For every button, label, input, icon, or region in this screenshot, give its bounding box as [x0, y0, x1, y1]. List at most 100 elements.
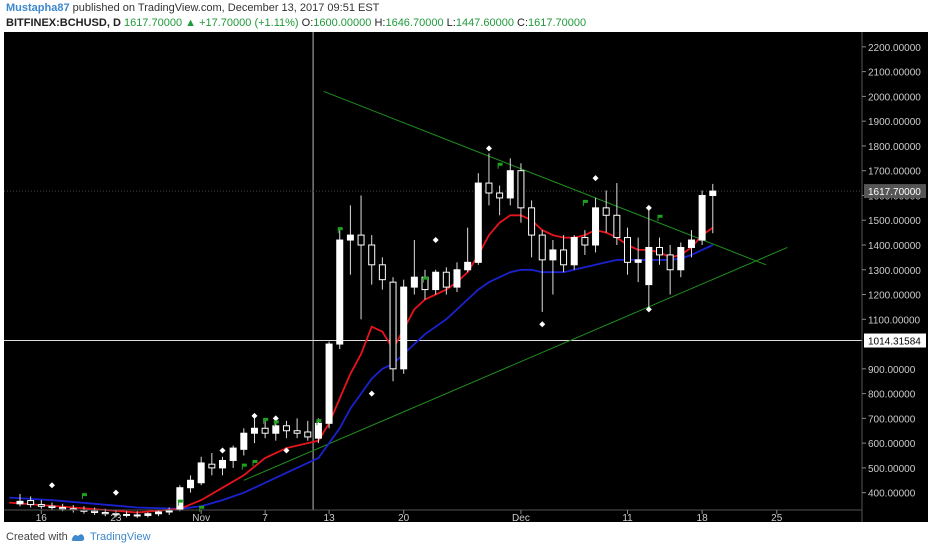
author-link[interactable]: Mustapha87 [6, 2, 70, 14]
price-tick-label: 1200.00000 [868, 291, 921, 302]
candle-body [645, 246, 653, 286]
price-tick-label: 1500.00000 [868, 216, 921, 227]
candle-body [240, 432, 248, 450]
candle-body [592, 207, 600, 246]
signal-flag [273, 420, 279, 427]
signal-flag [582, 199, 588, 206]
candle-body [560, 249, 568, 266]
price-tick-label: 500.00000 [868, 464, 916, 475]
candle-body [698, 194, 706, 241]
candle-body [549, 249, 557, 261]
candle-body [464, 261, 472, 271]
price-tick-label: 600.00000 [868, 439, 916, 450]
candle-body [378, 264, 386, 281]
price-chart[interactable]: 400.00000 500.00000 600.00000 700.00000 800.… [4, 32, 928, 522]
fractal-up-marker [272, 415, 279, 422]
time-tick-label: Dec [512, 513, 530, 522]
trendline [323, 90, 767, 266]
last-price: 1617.70000 [123, 17, 183, 29]
candle-body [197, 462, 205, 484]
candle-body [346, 234, 354, 241]
candle-body [602, 207, 610, 216]
candle-body [176, 487, 184, 511]
signal-flag [177, 499, 183, 506]
signal-flag [252, 459, 258, 466]
candle-body [293, 430, 301, 434]
candle-body [634, 259, 642, 263]
price-tick-label: 1300.00000 [868, 266, 921, 277]
created-with-text: Created with [6, 531, 68, 543]
candle-body [453, 269, 461, 288]
chart-background [4, 32, 928, 522]
fractal-up-marker [485, 145, 492, 152]
candle-body [101, 511, 109, 515]
candle-body [655, 246, 663, 256]
candle-body [59, 507, 67, 510]
price-tick-label: 2100.00000 [868, 68, 921, 79]
candle-body [218, 459, 226, 469]
published-text: published on TradingView.com, December 1… [72, 2, 380, 14]
candle-body [304, 431, 312, 438]
tradingview-link[interactable]: TradingView [90, 531, 151, 543]
grid [4, 32, 862, 510]
low-value: 1447.60000 [455, 17, 514, 29]
candle-body [155, 511, 163, 515]
high-label: H: [374, 17, 386, 29]
time-tick-label: 23 [110, 513, 122, 522]
tradingview-logo-icon [71, 534, 85, 541]
fractal-up-marker [48, 482, 55, 489]
time-tick-label: 20 [398, 513, 410, 522]
candle-body [27, 500, 35, 506]
fractal-down-marker [539, 321, 546, 328]
fractal-down-marker [645, 306, 652, 313]
price-tick-label: 1900.00000 [868, 117, 921, 128]
candle-body [282, 425, 290, 432]
candle-body [229, 447, 237, 461]
candle-body [677, 246, 685, 271]
candle-body [48, 505, 56, 509]
candle-body [325, 343, 333, 424]
candle-body [37, 504, 45, 507]
last-price-label: 1617.70000 [868, 187, 921, 198]
signal-flag [263, 417, 269, 424]
price-tick-label: 900.00000 [868, 365, 916, 376]
candle-body [517, 170, 525, 209]
low-label: L: [446, 17, 456, 29]
chart-header: Mustapha87 published on TradingView.com,… [0, 0, 932, 34]
candle-body [16, 500, 24, 505]
candle-body [368, 244, 376, 266]
candle-body [687, 239, 695, 248]
candle-body [474, 182, 482, 263]
fractal-up-marker [645, 204, 652, 211]
candle-body [357, 234, 365, 246]
candle-body [208, 463, 216, 469]
price-tick-label: 800.00000 [868, 390, 916, 401]
time-tick-label: 11 [622, 513, 633, 522]
signal-flag [337, 227, 343, 234]
candle-body [165, 509, 173, 513]
price-tick-label: 400.00000 [868, 489, 916, 500]
fractal-down-marker [283, 447, 290, 454]
fractal-down-marker [368, 390, 375, 397]
open-label: O: [301, 17, 314, 29]
price-tick-label: 700.00000 [868, 414, 916, 425]
candle-body [528, 207, 536, 236]
candle-body [496, 192, 504, 199]
up-triangle-icon: ▲ [185, 17, 197, 29]
candle-body [613, 214, 621, 239]
candle-body [410, 276, 418, 288]
fractal-up-marker [251, 412, 258, 419]
candle-body [570, 237, 578, 266]
time-tick-label: 25 [771, 513, 783, 522]
time-tick-label: 18 [697, 513, 709, 522]
candle-body [314, 422, 322, 439]
candle-body [187, 479, 195, 489]
close-label: C: [517, 17, 529, 29]
fractal-up-marker [219, 447, 226, 454]
price-tick-label: 1100.00000 [868, 315, 921, 326]
price-tick-label: 1800.00000 [868, 142, 921, 153]
candle-body [144, 513, 152, 516]
price-tick-label: 1400.00000 [868, 241, 921, 252]
candle-body [442, 271, 450, 288]
candle-body [624, 237, 632, 263]
